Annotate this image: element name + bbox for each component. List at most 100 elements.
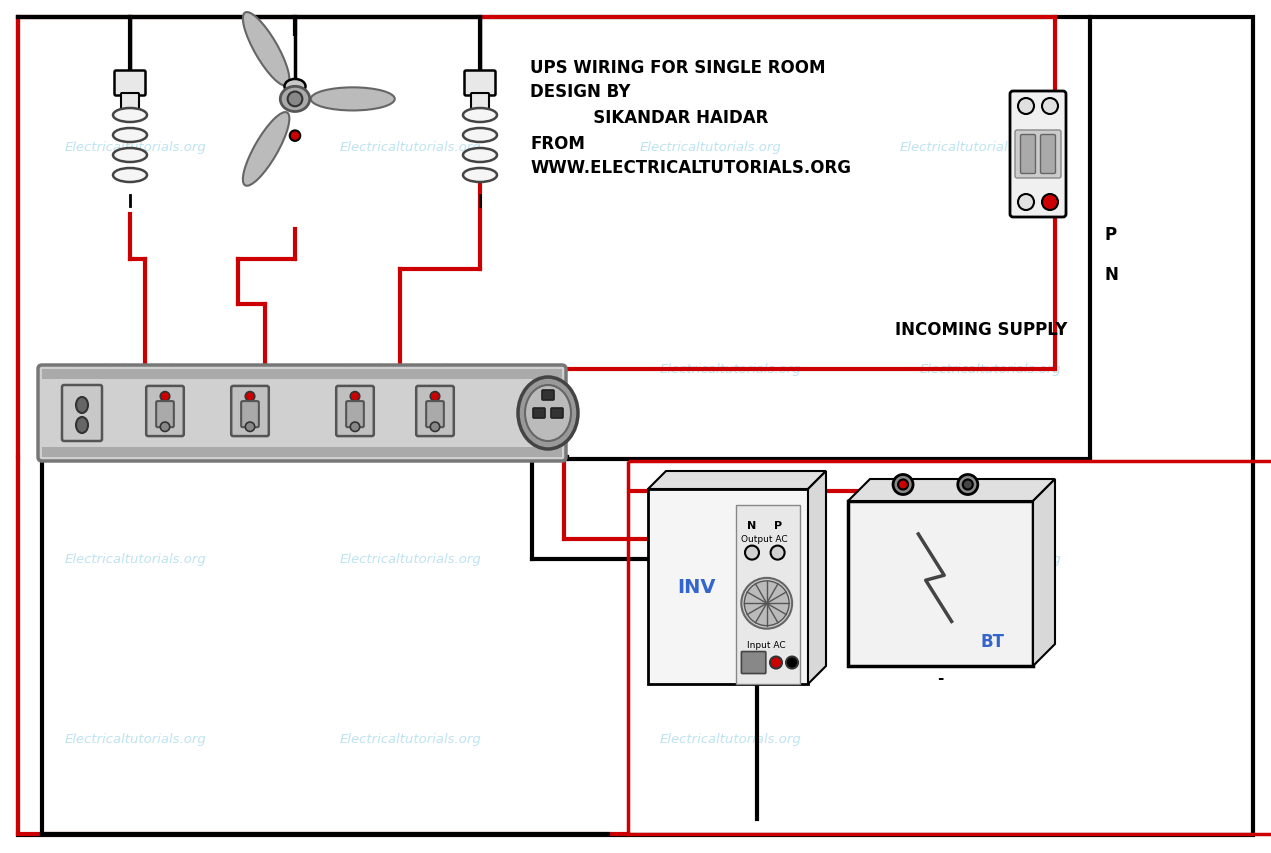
Text: INV: INV [676,577,716,596]
Ellipse shape [243,13,290,87]
Ellipse shape [113,169,147,183]
Circle shape [160,392,170,402]
Ellipse shape [281,87,310,113]
FancyBboxPatch shape [648,490,808,684]
Text: WWW.ELECTRICALTUTORIALS.ORG: WWW.ELECTRICALTUTORIALS.ORG [530,159,852,177]
Text: Electricaltutorials.org: Electricaltutorials.org [65,553,207,566]
Ellipse shape [463,129,497,142]
Text: SIKANDAR HAIDAR: SIKANDAR HAIDAR [530,109,769,127]
Text: DESIGN BY: DESIGN BY [530,83,630,101]
Text: Electricaltutorials.org: Electricaltutorials.org [341,363,482,376]
FancyBboxPatch shape [552,409,563,419]
FancyBboxPatch shape [62,386,102,442]
FancyBboxPatch shape [464,72,496,96]
Polygon shape [1033,479,1055,666]
Text: Electricaltutorials.org: Electricaltutorials.org [660,363,802,376]
Text: N: N [747,520,756,530]
FancyBboxPatch shape [426,402,444,427]
Circle shape [785,657,798,669]
Circle shape [741,578,792,629]
Text: Electricaltutorials.org: Electricaltutorials.org [341,733,482,746]
FancyBboxPatch shape [541,391,554,401]
Text: Electricaltutorials.org: Electricaltutorials.org [341,553,482,566]
FancyBboxPatch shape [346,402,364,427]
Text: Output AC: Output AC [741,535,788,543]
Circle shape [1018,99,1035,115]
Text: Electricaltutorials.org: Electricaltutorials.org [920,363,1061,376]
FancyBboxPatch shape [231,386,268,437]
Circle shape [351,422,360,432]
Text: Electricaltutorials.org: Electricaltutorials.org [900,142,1042,154]
Ellipse shape [519,378,578,450]
Circle shape [160,422,170,432]
Circle shape [963,480,972,490]
Text: INCOMING SUPPLY: INCOMING SUPPLY [895,321,1068,339]
Text: Electricaltutorials.org: Electricaltutorials.org [65,733,207,746]
FancyBboxPatch shape [337,386,374,437]
Text: Electricaltutorials.org: Electricaltutorials.org [660,733,802,746]
Circle shape [1042,99,1057,115]
FancyBboxPatch shape [741,652,766,674]
Text: Electricaltutorials.org: Electricaltutorials.org [641,142,782,154]
FancyBboxPatch shape [146,386,184,437]
Circle shape [899,480,907,490]
Circle shape [770,546,784,560]
Text: -: - [937,670,943,686]
Ellipse shape [285,80,305,95]
Circle shape [770,657,782,669]
Bar [736,505,799,684]
Ellipse shape [113,129,147,142]
Circle shape [290,131,300,142]
Ellipse shape [310,88,395,112]
Polygon shape [848,479,1055,502]
Polygon shape [808,472,826,684]
FancyBboxPatch shape [121,94,139,110]
Text: Electricaltutorials.org: Electricaltutorials.org [660,553,802,566]
FancyBboxPatch shape [416,386,454,437]
FancyBboxPatch shape [156,402,174,427]
Circle shape [351,392,360,402]
Text: UPS WIRING FOR SINGLE ROOM: UPS WIRING FOR SINGLE ROOM [530,59,825,77]
Text: Input AC: Input AC [747,641,785,649]
Text: Electricaltutorials.org: Electricaltutorials.org [341,142,482,154]
Ellipse shape [76,417,88,433]
Ellipse shape [463,109,497,123]
Text: Electricaltutorials.org: Electricaltutorials.org [65,363,207,376]
Text: P: P [774,520,782,530]
Circle shape [431,392,440,402]
Ellipse shape [113,148,147,163]
Circle shape [1018,194,1035,211]
FancyBboxPatch shape [1041,136,1055,174]
Circle shape [745,581,789,626]
Text: BT: BT [980,633,1004,651]
Circle shape [745,546,759,560]
Bar [42,448,562,457]
Bar [42,369,562,380]
Ellipse shape [463,148,497,163]
Text: Electricaltutorials.org: Electricaltutorials.org [920,553,1061,566]
Circle shape [245,392,254,402]
Ellipse shape [113,109,147,123]
FancyBboxPatch shape [1021,136,1036,174]
Polygon shape [648,472,826,490]
Circle shape [958,475,977,495]
FancyBboxPatch shape [114,72,145,96]
Circle shape [1042,194,1057,211]
Circle shape [287,92,302,107]
Text: FROM: FROM [530,135,585,153]
Ellipse shape [243,113,290,187]
Text: Electricaltutorials.org: Electricaltutorials.org [65,142,207,154]
FancyBboxPatch shape [241,402,259,427]
FancyBboxPatch shape [472,94,489,110]
FancyBboxPatch shape [38,366,566,461]
Circle shape [431,422,440,432]
FancyBboxPatch shape [533,409,545,419]
Ellipse shape [463,169,497,183]
Text: N: N [1104,265,1118,284]
Ellipse shape [525,386,571,442]
FancyBboxPatch shape [1016,131,1061,179]
FancyBboxPatch shape [848,502,1033,666]
Circle shape [894,475,913,495]
Circle shape [245,422,254,432]
Ellipse shape [76,397,88,414]
